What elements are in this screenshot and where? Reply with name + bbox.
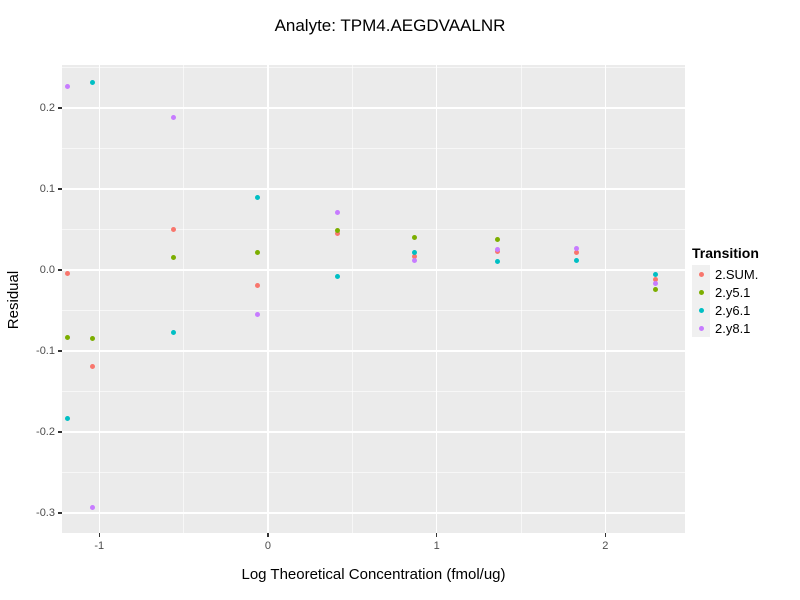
y-axis-title: Residual	[5, 270, 22, 330]
data-point-2.y8.1	[255, 311, 261, 317]
data-point-2.y6.1	[412, 250, 418, 256]
data-point-2.y6.1	[334, 273, 340, 279]
data-point-2.SUM.	[653, 277, 659, 283]
data-point-2.y5.1	[494, 236, 500, 242]
data-point-2.y5.1	[334, 227, 340, 233]
data-point-2.y5.1	[653, 286, 659, 292]
plot-panel	[62, 65, 685, 533]
data-point-2.SUM.	[334, 230, 340, 236]
data-point-2.SUM.	[64, 270, 70, 276]
x-axis-tick-label: 0	[264, 540, 272, 552]
gridline-minor-horizontal	[62, 147, 685, 149]
data-point-2.y8.1	[334, 209, 340, 215]
legend-item-label: 2.SUM.	[715, 266, 759, 282]
legend-item-label: 2.y6.1	[715, 302, 751, 318]
data-point-2.y8.1	[494, 247, 500, 253]
gridline-major-vertical	[267, 65, 269, 533]
x-axis-tick-label: 1	[433, 540, 440, 552]
legend-item: 2.SUM.	[692, 265, 798, 283]
y-axis-tick-label: -0.1	[36, 344, 55, 357]
data-point-2.y6.1	[90, 79, 96, 85]
y-axis-tick-label: 0.1	[39, 182, 55, 195]
data-point-2.y8.1	[412, 257, 418, 263]
legend: Transition 2.SUM. 2.y5.1 2.y6.1 2.y8.1	[692, 244, 798, 337]
y-axis-tick-mark	[58, 107, 62, 109]
legend-item-label: 2.y8.1	[715, 320, 751, 336]
gridline-major-horizontal	[62, 107, 685, 109]
data-point-2.SUM.	[412, 254, 418, 260]
data-point-2.SUM.	[90, 363, 96, 369]
data-point-2.y5.1	[90, 336, 96, 342]
gridline-minor-horizontal	[62, 471, 685, 473]
legend-key	[692, 301, 710, 319]
gridline-major-horizontal	[62, 350, 685, 352]
legend-item: 2.y8.1	[692, 319, 798, 337]
legend-key	[692, 319, 710, 337]
x-axis-tick-label: -1	[94, 540, 105, 552]
data-point-2.y6.1	[574, 258, 580, 264]
x-axis-tick-mark	[98, 533, 101, 537]
y-axis-tick-mark	[58, 188, 62, 190]
x-axis-tick-label: 2	[602, 540, 609, 552]
data-point-2.y6.1	[653, 272, 659, 278]
data-point-2.SUM.	[171, 226, 176, 232]
data-point-2.y6.1	[255, 194, 261, 200]
data-point-2.y8.1	[64, 83, 70, 89]
data-point-2.SUM.	[255, 282, 261, 288]
gridline-major-horizontal	[62, 512, 685, 514]
gridline-major-vertical	[604, 65, 607, 533]
gridline-major-vertical	[435, 65, 438, 533]
gridline-minor-vertical	[520, 65, 522, 533]
legend-key-dot	[698, 271, 704, 277]
data-point-2.y6.1	[64, 416, 70, 422]
legend-items: 2.SUM. 2.y5.1 2.y6.1 2.y8.1	[692, 265, 798, 337]
y-axis-tick-label: -0.3	[36, 506, 55, 519]
gridline-minor-horizontal	[62, 309, 685, 311]
y-axis-tick-label: 0.2	[39, 101, 55, 114]
plot-title: Analyte: TPM4.AEGDVAALNR	[274, 16, 506, 35]
data-point-2.y8.1	[574, 245, 580, 251]
legend-key	[692, 283, 710, 301]
data-point-2.y6.1	[494, 259, 500, 265]
data-point-2.y5.1	[64, 334, 70, 340]
legend-key	[692, 265, 710, 283]
data-point-2.y5.1	[255, 249, 261, 255]
data-point-2.SUM.	[574, 249, 580, 255]
gridline-major-horizontal	[62, 188, 685, 190]
gridline-minor-horizontal	[62, 228, 685, 230]
x-axis-tick-mark	[604, 533, 607, 537]
y-axis-tick-mark	[58, 269, 62, 271]
legend-key-dot	[698, 289, 704, 295]
data-point-2.y5.1	[171, 255, 176, 261]
gridline-minor-horizontal	[62, 67, 685, 68]
x-axis-title: Log Theoretical Concentration (fmol/ug)	[241, 566, 506, 583]
data-point-2.y6.1	[171, 329, 176, 335]
legend-item: 2.y5.1	[692, 283, 798, 301]
x-axis-tick-mark	[435, 533, 438, 537]
gridline-minor-vertical	[183, 65, 185, 533]
y-axis-tick-mark	[58, 512, 62, 514]
gridline-major-vertical	[98, 65, 101, 533]
data-point-2.y8.1	[171, 115, 176, 121]
gridline-minor-horizontal	[62, 390, 685, 392]
gridline-major-horizontal	[62, 269, 685, 271]
data-point-2.y5.1	[412, 235, 418, 240]
gridline-major-horizontal	[62, 431, 685, 433]
legend-title: Transition	[692, 245, 759, 261]
x-axis-tick-mark	[267, 533, 269, 537]
legend-key-dot	[698, 325, 704, 331]
legend-item-label: 2.y5.1	[715, 284, 751, 300]
data-point-2.y8.1	[90, 505, 96, 511]
y-axis-tick-mark	[58, 431, 62, 433]
y-axis-tick-label: 0.0	[39, 263, 55, 276]
data-point-2.y8.1	[653, 281, 659, 287]
y-axis-tick-mark	[58, 350, 62, 352]
legend-item: 2.y6.1	[692, 301, 798, 319]
y-axis-tick-label: -0.2	[36, 425, 55, 438]
gridline-minor-vertical	[351, 65, 353, 533]
legend-key-dot	[698, 307, 704, 313]
